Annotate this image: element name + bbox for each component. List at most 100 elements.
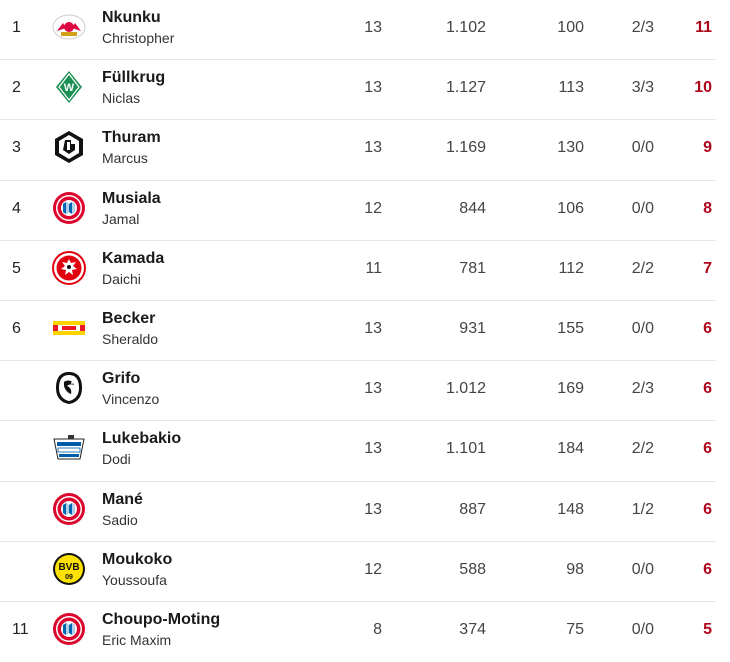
penalties: 0/0 [631,319,654,337]
table-row-11[interactable]: 11 Choupo-Moting Eric Maxim 8 374 75 0/0… [0,602,716,662]
minutes-played: 887 [459,500,486,518]
svg-text:W: W [64,82,75,94]
player-firstname: Dodi [102,451,131,468]
minutes-played: 588 [459,560,486,578]
minutes-played: 1.102 [445,19,486,36]
bayern-crest-icon [52,612,86,646]
svg-text:BVB: BVB [58,562,79,573]
bayern-crest-icon [52,191,86,225]
player-lastname[interactable]: Nkunku [102,9,161,26]
freiburg-crest-icon [52,371,86,405]
minutes-played: 374 [459,620,486,638]
player-firstname: Eric Maxim [102,631,172,648]
union-crest-icon [52,311,86,345]
minutes-per-goal: 113 [558,79,584,97]
penalties: 0/0 [631,620,654,638]
player-lastname[interactable]: Thuram [102,129,161,147]
bayern-crest-icon [52,492,86,526]
penalties: 0/0 [631,560,654,578]
games-played: 13 [364,19,382,36]
goals: 6 [703,500,712,518]
player-name[interactable]: Nkunku Christopher [102,8,174,48]
player-name[interactable]: Choupo-Moting Eric Maxim [102,610,220,650]
table-row-4[interactable]: 4 Musiala Jamal 12 844 106 0/0 8 [0,181,716,241]
minutes-played: 931 [459,319,486,337]
player-lastname[interactable]: Grifo [102,370,141,388]
games-played: 13 [364,380,382,398]
rank: 6 [12,319,21,337]
player-firstname: Vincenzo [102,391,160,408]
minutes-played: 1.169 [445,139,486,157]
games-played: 8 [373,620,382,638]
goals: 6 [703,560,712,578]
penalties: 2/3 [631,380,654,398]
hertha-crest-icon [52,431,86,465]
player-name[interactable]: Lukebakio Dodi [102,429,181,469]
player-name[interactable]: Moukoko Youssoufa [102,550,172,590]
table-row-1[interactable]: 1 Nkunku Christopher 13 1.102 100 2/3 11 [0,0,716,61]
games-played: 13 [364,139,382,157]
minutes-per-goal: 112 [558,259,584,277]
games-played: 11 [365,259,382,277]
goals: 6 [703,319,712,337]
table-row-10[interactable]: BVB 09 Moukoko Youssoufa 12 588 98 0/0 6 [0,542,716,602]
player-lastname[interactable]: Mané [102,490,143,508]
penalties: 0/0 [631,199,654,217]
minutes-played: 1.101 [445,440,486,458]
minutes-per-goal: 106 [557,199,584,217]
player-lastname[interactable]: Becker [102,309,156,327]
player-firstname: Daichi [102,270,141,287]
player-lastname[interactable]: Lukebakio [102,430,182,448]
player-name[interactable]: Thuram Marcus [102,128,161,168]
player-firstname: Sheraldo [102,330,159,347]
player-name[interactable]: Füllkrug Niclas [102,68,165,108]
table-row-7[interactable]: Grifo Vincenzo 13 1.012 169 2/3 6 [0,361,716,422]
rank: 5 [12,259,21,277]
penalties: 3/3 [631,79,654,97]
rank: 1 [12,19,21,36]
minutes-played: 1.127 [445,79,486,97]
player-lastname[interactable]: Kamada [102,249,165,267]
player-name[interactable]: Musiala Jamal [102,189,161,229]
minutes-per-goal: 155 [557,319,584,337]
player-name[interactable]: Grifo Vincenzo [102,369,159,409]
player-lastname[interactable]: Moukoko [102,550,173,568]
table-row-8[interactable]: Lukebakio Dodi 13 1.101 184 2/2 6 [0,421,716,482]
games-played: 12 [364,560,382,578]
gladbach-crest-icon [52,130,86,164]
player-firstname: Youssoufa [102,571,167,588]
penalties: 2/3 [631,19,654,36]
player-lastname[interactable]: Musiala [102,189,161,207]
table-row-5[interactable]: 5 Kamada Daichi 11 781 112 2/2 7 [0,241,716,301]
svg-text:09: 09 [65,574,73,581]
minutes-per-goal: 98 [566,560,584,578]
table-row-9[interactable]: Mané Sadio 13 887 148 1/2 6 [0,482,716,542]
player-name[interactable]: Becker Sheraldo [102,309,158,349]
rank: 11 [12,620,29,638]
player-firstname: Sadio [102,511,138,528]
table-row-3[interactable]: 3 Thuram Marcus 13 1.169 130 0/0 9 [0,120,716,181]
player-firstname: Marcus [102,150,148,167]
minutes-per-goal: 169 [557,380,584,398]
table-row-2[interactable]: 2 W Füllkrug Niclas 13 1.127 113 3/3 10 [0,60,716,121]
player-name[interactable]: Mané Sadio [102,490,143,530]
rb-leipzig-crest-icon [52,10,86,44]
rank: 3 [12,139,21,157]
player-firstname: Jamal [102,210,140,227]
goals: 9 [703,139,712,157]
player-name[interactable]: Kamada Daichi [102,249,164,289]
werder-bremen-crest-icon: W [52,70,86,104]
goals: 6 [703,380,712,398]
goals: 5 [703,620,712,638]
frankfurt-crest-icon [52,250,86,285]
goals: 7 [703,259,712,277]
player-lastname[interactable]: Füllkrug [102,69,166,87]
goals: 6 [703,440,712,458]
minutes-per-goal: 148 [557,500,584,518]
player-lastname[interactable]: Choupo-Moting [102,610,221,628]
player-firstname: Christopher [102,30,175,46]
table-row-6[interactable]: 6 Becker Sheraldo 13 931 155 0/0 6 [0,301,716,362]
player-firstname: Niclas [102,90,141,107]
penalties: 2/2 [631,440,654,458]
